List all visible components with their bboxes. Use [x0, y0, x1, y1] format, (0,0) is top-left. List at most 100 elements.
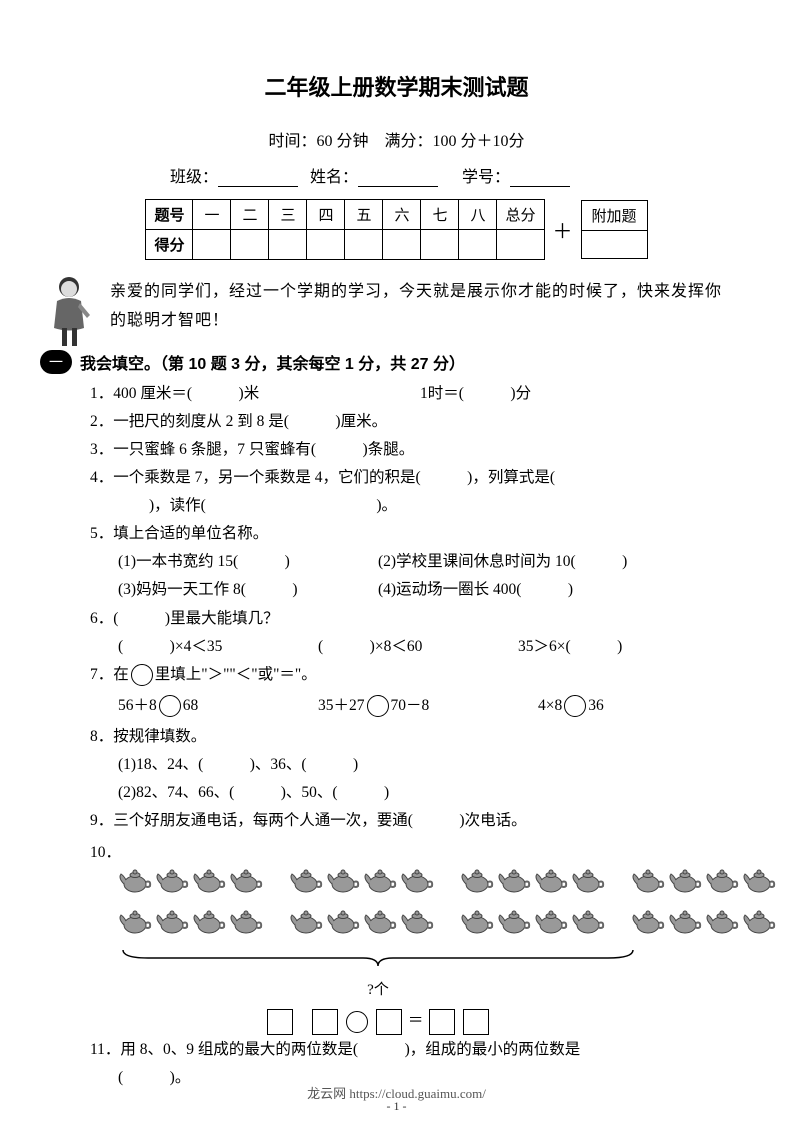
score-cell[interactable]	[345, 230, 383, 260]
q7-2: 35＋2770－8	[318, 692, 508, 719]
teapot-icon	[118, 907, 152, 944]
brace-wrap: ?个 ＝	[90, 948, 733, 1035]
col-3: 三	[269, 200, 307, 230]
q6-3: 35＞6×( )	[518, 633, 622, 660]
teapot-icon	[705, 907, 739, 944]
square-blank[interactable]	[312, 1009, 338, 1035]
teapot-icon	[460, 866, 494, 903]
info-line: 班级： 姓名： 学号：	[60, 163, 733, 187]
q9: 9．三个好朋友通电话，每两个人通一次，要通( )次电话。	[90, 807, 733, 834]
q5-2: (2)学校里课间休息时间为 10( )	[378, 548, 627, 575]
teapot-icon	[289, 907, 323, 944]
circle-blank[interactable]	[159, 695, 181, 717]
score-area: 题号 一 二 三 四 五 六 七 八 总分 得分 ＋ 附加题	[100, 199, 693, 260]
extra-cell[interactable]	[581, 231, 647, 259]
eq-sign: ＝	[408, 1012, 424, 1029]
teapot-icon	[229, 907, 263, 944]
teapot-row	[118, 907, 733, 944]
brace-label: ?个	[118, 977, 638, 1003]
score-cell[interactable]	[383, 230, 421, 260]
teapot-icon	[534, 866, 568, 903]
q1a: 1．400 厘米＝( )米	[90, 380, 390, 407]
teapot-icon	[155, 866, 189, 903]
q4a: 4．一个乘数是 7，另一个乘数是 4，它们的积是( )，列算式是(	[90, 464, 733, 491]
teapot-group	[118, 907, 263, 944]
teapot-group	[289, 907, 434, 944]
teapot-icon	[631, 866, 665, 903]
q8-1: (1)18、24、( )、36、( )	[90, 751, 733, 778]
teapot-icon	[192, 866, 226, 903]
teapot-row	[118, 866, 733, 903]
page-title: 二年级上册数学期末测试题	[60, 70, 733, 102]
q5-1: (1)一本书宽约 15( )	[118, 548, 348, 575]
score-cell[interactable]	[231, 230, 269, 260]
teapot-icon	[155, 907, 189, 944]
square-blank[interactable]	[429, 1009, 455, 1035]
q5: 5．填上合适的单位名称。	[90, 520, 733, 547]
teapot-icon	[289, 866, 323, 903]
q7-b: 里填上"＞""＜"或"＝"。	[155, 666, 317, 683]
id-blank[interactable]	[510, 169, 570, 187]
q5-3: (3)妈妈一天工作 8( )	[118, 576, 348, 603]
col-total: 总分	[497, 200, 544, 230]
teapot-icon	[326, 866, 360, 903]
q7: 7．在 里填上"＞""＜"或"＝"。	[90, 661, 733, 688]
teapot-icon	[631, 907, 665, 944]
teapot-icon	[229, 866, 263, 903]
col-6: 六	[383, 200, 421, 230]
name-blank[interactable]	[358, 169, 438, 187]
circle-blank[interactable]	[367, 695, 389, 717]
teapot-group	[118, 866, 263, 903]
teapot-icon	[192, 907, 226, 944]
section-title: 我会填空。（第 10 题 3 分，其余每空 1 分，共 27 分）	[80, 350, 465, 374]
q7-3: 4×836	[538, 692, 604, 719]
q7-1: 56＋868	[118, 692, 288, 719]
plus-sign: ＋	[553, 215, 573, 244]
q6-2: ( )×8＜60	[318, 633, 488, 660]
teapot-icon	[400, 907, 434, 944]
circle-blank[interactable]	[346, 1011, 368, 1033]
q1b: 1时＝( )分	[420, 380, 531, 407]
q7-row: 56＋868 35＋2770－8 4×836	[90, 692, 733, 719]
q6-row: ( )×4＜35 ( )×8＜60 35＞6×( )	[90, 633, 733, 660]
teapot-icon	[742, 866, 776, 903]
teapot-icon	[668, 907, 702, 944]
score-cell[interactable]	[307, 230, 345, 260]
id-label: 学号：	[462, 169, 510, 186]
teapot-group	[460, 866, 605, 903]
teapot-icon	[705, 866, 739, 903]
teapot-icon	[118, 866, 152, 903]
score-cell[interactable]	[421, 230, 459, 260]
teapot-group	[631, 866, 776, 903]
square-blank[interactable]	[267, 1009, 293, 1035]
score-cell[interactable]	[459, 230, 497, 260]
teapot-group	[289, 866, 434, 903]
q7-a: 7．在	[90, 666, 129, 683]
score-cell[interactable]	[497, 230, 544, 260]
class-label: 班级：	[170, 169, 218, 186]
teapot-icon	[460, 907, 494, 944]
score-cell[interactable]	[193, 230, 231, 260]
teapot-icon	[363, 866, 397, 903]
name-label: 姓名：	[310, 169, 358, 186]
q4b: )，读作( )。	[90, 492, 733, 519]
teapot-group	[631, 907, 776, 944]
square-blank[interactable]	[376, 1009, 402, 1035]
score-cell[interactable]	[269, 230, 307, 260]
section-header: 一 我会填空。（第 10 题 3 分，其余每空 1 分，共 27 分）	[40, 350, 733, 374]
equation-line: ＝	[118, 1007, 638, 1034]
q6-1: ( )×4＜35	[118, 633, 288, 660]
square-blank[interactable]	[463, 1009, 489, 1035]
q6: 6．( )里最大能填几？	[90, 605, 733, 632]
q1: 1．400 厘米＝( )米 1时＝( )分	[90, 380, 733, 407]
teapot-icon	[571, 907, 605, 944]
score-table: 题号 一 二 三 四 五 六 七 八 总分 得分	[145, 199, 544, 260]
class-blank[interactable]	[218, 169, 298, 187]
teapot-icon	[571, 866, 605, 903]
circle-blank[interactable]	[564, 695, 586, 717]
header-label: 题号	[146, 200, 193, 230]
col-7: 七	[421, 200, 459, 230]
col-2: 二	[231, 200, 269, 230]
question-list: 1．400 厘米＝( )米 1时＝( )分 2．一把尺的刻度从 2 到 8 是(…	[60, 380, 733, 1091]
q3: 3．一只蜜蜂 6 条腿，7 只蜜蜂有( )条腿。	[90, 436, 733, 463]
